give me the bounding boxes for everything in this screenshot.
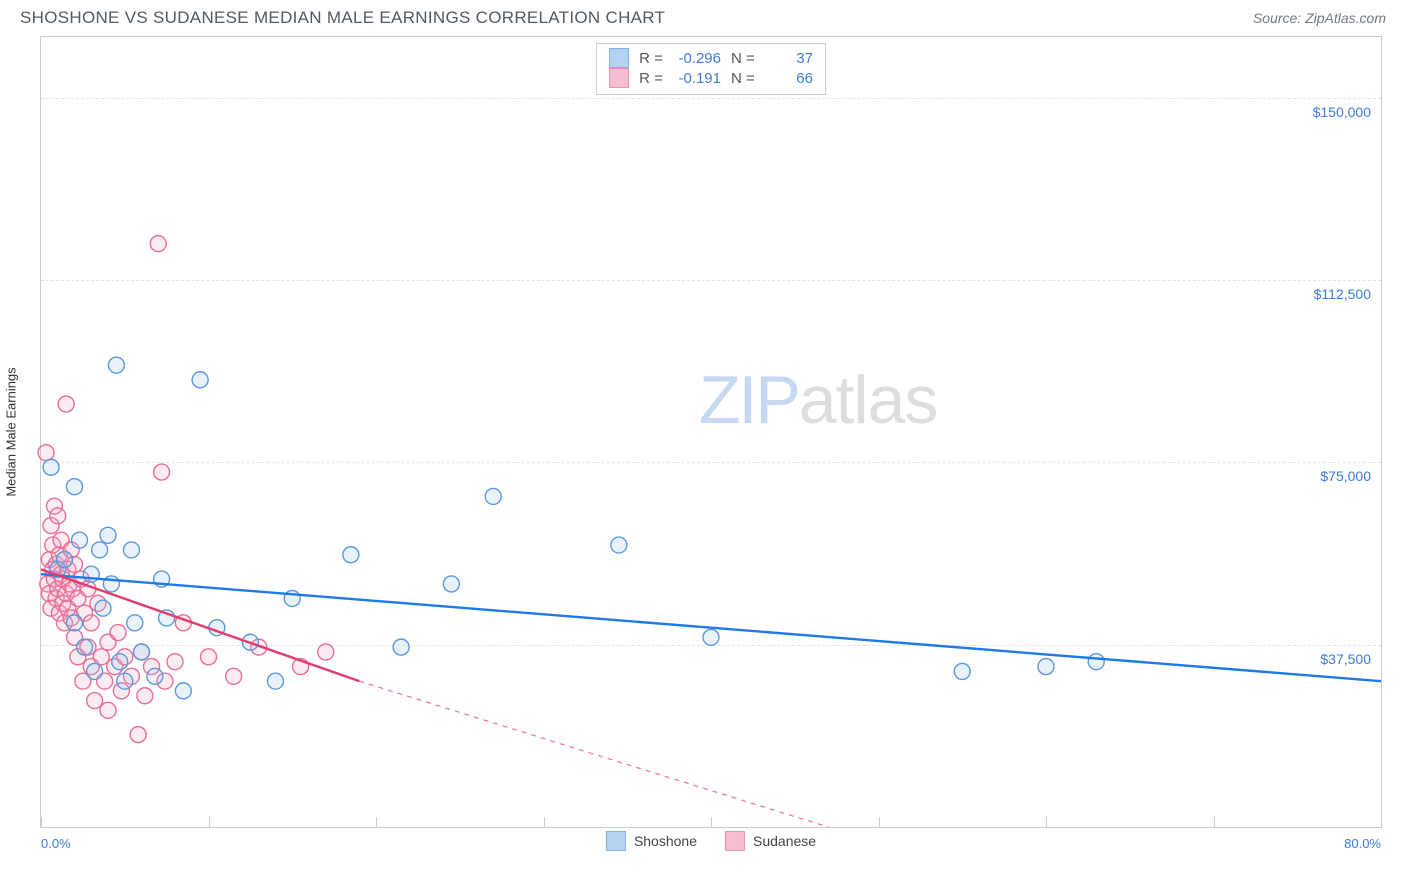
regression-line-shoshone: [41, 574, 1381, 681]
data-point: [1038, 659, 1054, 675]
data-point: [443, 576, 459, 592]
data-point: [318, 644, 334, 660]
data-point: [123, 542, 139, 558]
x-axis-max-label: 80.0%: [1344, 836, 1381, 851]
scatter-plot: [41, 37, 1381, 827]
data-point: [83, 615, 99, 631]
data-point: [127, 615, 143, 631]
data-point: [72, 532, 88, 548]
data-point: [87, 663, 103, 679]
data-point: [611, 537, 627, 553]
data-point: [703, 629, 719, 645]
data-point: [112, 654, 128, 670]
data-point: [58, 396, 74, 412]
data-point: [137, 688, 153, 704]
x-axis-min-label: 0.0%: [41, 836, 71, 851]
data-point: [110, 625, 126, 641]
data-point: [954, 663, 970, 679]
data-point: [1088, 654, 1104, 670]
data-point: [87, 693, 103, 709]
data-point: [93, 649, 109, 665]
data-point: [167, 654, 183, 670]
data-point: [154, 464, 170, 480]
data-point: [43, 459, 59, 475]
legend-item-sudanese: Sudanese: [725, 831, 816, 851]
data-point: [175, 683, 191, 699]
series-legend: Shoshone Sudanese: [606, 831, 816, 851]
data-point: [130, 727, 146, 743]
data-point: [117, 673, 133, 689]
data-point: [343, 547, 359, 563]
legend-item-shoshone: Shoshone: [606, 831, 697, 851]
correlation-legend: R = -0.296 N = 37 R = -0.191 N = 66: [596, 43, 826, 95]
data-point: [150, 236, 166, 252]
data-point: [92, 542, 108, 558]
data-point: [56, 552, 72, 568]
data-point: [100, 702, 116, 718]
regression-line-sudanese-ext: [359, 681, 828, 827]
data-point: [50, 508, 66, 524]
data-point: [95, 600, 111, 616]
y-axis-label: Median Male Earnings: [4, 367, 19, 496]
data-point: [393, 639, 409, 655]
data-point: [201, 649, 217, 665]
data-point: [134, 644, 150, 660]
chart-title: SHOSHONE VS SUDANESE MEDIAN MALE EARNING…: [20, 8, 665, 28]
x-tick: [1381, 817, 1382, 827]
data-point: [67, 479, 83, 495]
data-point: [226, 668, 242, 684]
data-point: [77, 639, 93, 655]
data-point: [108, 357, 124, 373]
source-label: Source: ZipAtlas.com: [1253, 10, 1386, 26]
data-point: [268, 673, 284, 689]
data-point: [67, 615, 83, 631]
data-point: [38, 445, 54, 461]
data-point: [100, 527, 116, 543]
data-point: [147, 668, 163, 684]
data-point: [485, 488, 501, 504]
chart-area: Median Male Earnings $37,500$75,000$112,…: [40, 36, 1382, 828]
data-point: [192, 372, 208, 388]
